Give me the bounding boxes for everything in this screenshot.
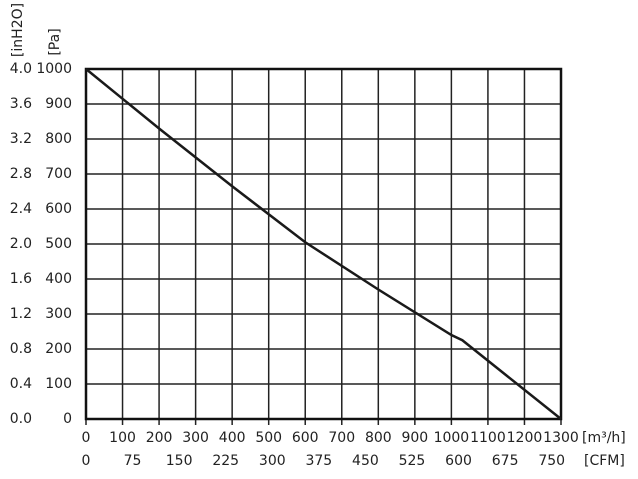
y2-tick-label: 1.6: [10, 271, 32, 287]
x2-tick-label: 600: [445, 453, 472, 469]
x2-tick-label: 150: [166, 453, 193, 469]
x-tick-label: 900: [401, 430, 428, 446]
plot-frame: [84, 67, 563, 421]
x-tick-label: 400: [219, 430, 246, 446]
x-tick-label: 300: [182, 430, 209, 446]
y-tick-label: 300: [45, 306, 72, 322]
x-tick-label: 1200: [507, 430, 543, 446]
x-tick-label: 1100: [470, 430, 506, 446]
y2-tick-label: 2.4: [10, 201, 32, 217]
x-tick-label: 1000: [434, 430, 470, 446]
x-tick-label: 1300: [543, 430, 579, 446]
y2-tick-label: 4.0: [10, 61, 32, 77]
y-tick-label: 1000: [36, 61, 72, 77]
x-tick-label: 700: [328, 430, 355, 446]
x-tick-label: 600: [292, 430, 319, 446]
y-tick-label: 100: [45, 376, 72, 392]
x2-tick-label: 225: [212, 453, 239, 469]
x2-tick-label: 75: [124, 453, 142, 469]
x-tick-label: 500: [255, 430, 282, 446]
y-axis-label: [Pa]: [47, 28, 63, 55]
x-tick-label: 0: [82, 430, 91, 446]
y2-axis-label: [inH2O]: [10, 3, 26, 57]
x2-axis-label: [CFM]: [584, 453, 625, 469]
y2-tick-label: 0.4: [10, 376, 32, 392]
y-tick-label: 800: [45, 131, 72, 147]
y2-tick-label: 3.6: [10, 96, 32, 112]
x-axis-label: [m³/h]: [582, 430, 626, 446]
y2-tick-label: 3.2: [10, 131, 32, 147]
data-line: [85, 68, 562, 420]
x-tick-label: 100: [109, 430, 136, 446]
y-tick-label: 200: [45, 341, 72, 357]
y-tick-label: 400: [45, 271, 72, 287]
y-tick-label: 600: [45, 201, 72, 217]
y-tick-label: 900: [45, 96, 72, 112]
x2-tick-label: 375: [305, 453, 332, 469]
y2-tick-label: 0.8: [10, 341, 32, 357]
x2-tick-label: 675: [492, 453, 519, 469]
x2-tick-label: 300: [259, 453, 286, 469]
y-tick-label: 500: [45, 236, 72, 252]
y-tick-label: 700: [45, 166, 72, 182]
y-tick-label: 0: [63, 411, 72, 427]
x2-tick-label: 0: [82, 453, 91, 469]
x-tick-label: 800: [365, 430, 392, 446]
y2-tick-label: 2.0: [10, 236, 32, 252]
y2-tick-label: 0.0: [10, 411, 32, 427]
x2-tick-label: 450: [352, 453, 379, 469]
x2-tick-label: 750: [538, 453, 565, 469]
x2-tick-label: 525: [399, 453, 426, 469]
y2-tick-label: 2.8: [10, 166, 32, 182]
y2-tick-label: 1.2: [10, 306, 32, 322]
x-tick-label: 200: [146, 430, 173, 446]
